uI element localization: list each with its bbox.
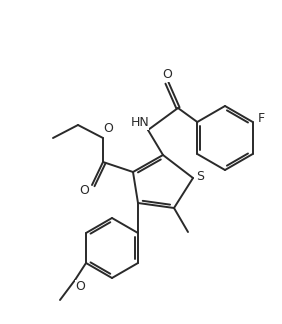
Text: S: S	[196, 169, 204, 182]
Text: F: F	[258, 112, 265, 125]
Text: O: O	[103, 122, 113, 134]
Text: O: O	[162, 68, 172, 82]
Text: O: O	[75, 280, 85, 293]
Text: O: O	[79, 184, 89, 198]
Text: HN: HN	[131, 117, 149, 130]
